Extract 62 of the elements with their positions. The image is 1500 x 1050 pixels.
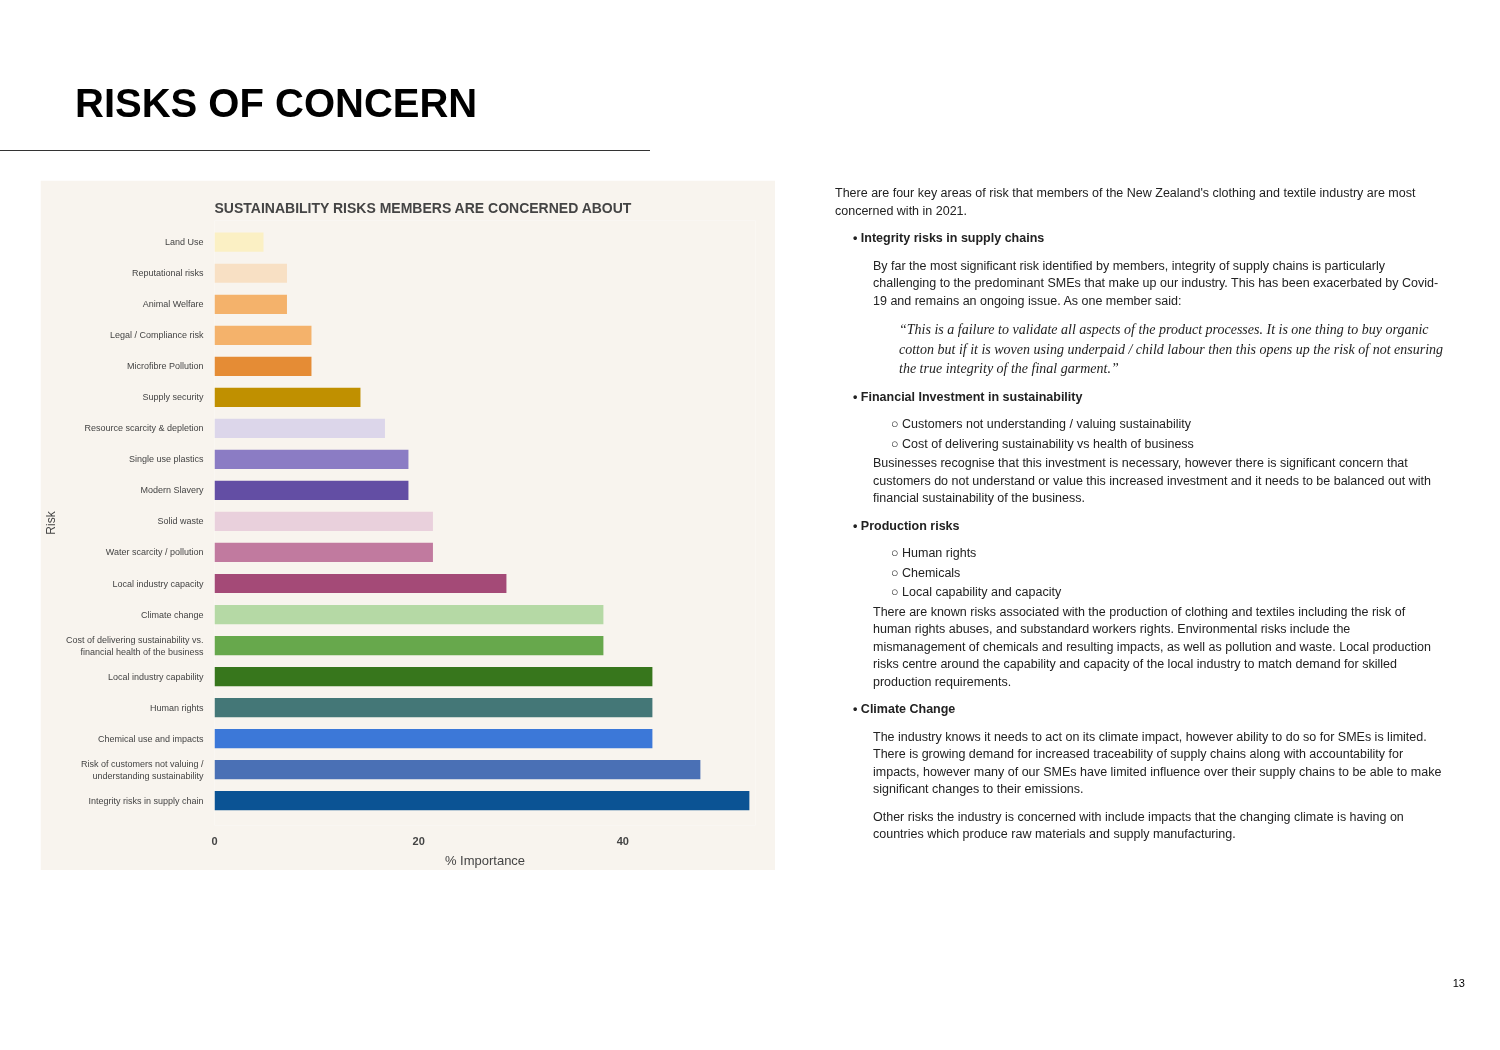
y-tick-label: Legal / Compliance risk [109,330,204,341]
y-tick-label: Animal Welfare [142,299,204,310]
bar [214,760,701,780]
text: • Financial Investment in sustainability [853,388,1084,406]
x-tick-label: 20 [412,834,425,847]
text: There are four key areas of risk that members of the New Zealand's clothing and textile industry are most concerned with in 2021. [835,185,1417,220]
text: ○ Cost of delivering sustainability vs health of business [891,435,1195,453]
x-tick-label: 40 [616,834,629,847]
y-tick-label: Local industry capacity [112,578,204,589]
bar [214,666,653,687]
bar [214,449,409,470]
chart-subtitle: SUSTAINABILITY RISKS MEMBERS ARE CONCERNED ABOUT [214,199,632,216]
text: ○ Chemicals [891,564,962,582]
x-axis-title: % Importance [444,852,526,868]
text: “This is a failure to validate all aspects of the product processes. It is one thing to buy organic cotton but if it is woven using underpaid / child labour then this opens up the risk of not ensuring the true integrity of the final garment.” [899,321,1445,379]
y-axis-title: Risk [43,510,58,535]
text: The industry knows it needs to act on its climate impact, however ability to do so for SMEs is limited. There is growing demand for increased traceability of supply chains along with accountability for impacts, however many of our SMEs have limited influence over their supply chains to be able to make significant changes to their emissions. [873,728,1443,799]
y-tick-label: Risk of customers not valuing / understanding sustainability [80,758,204,781]
y-tick-label: Supply security [142,392,204,403]
bar [214,294,287,314]
bar [214,356,312,376]
text: There are known risks associated with the production of clothing and textiles including the risk of human rights abuses, and substandard workers rights. Environmental risks include the mismanagement of chemicals and resulting impacts, as well as pollution and waste. Local production risks centre around the capability and capacity of the local industry to match demand for skilled production requirements. [873,603,1432,691]
y-tick-label: Solid waste [157,516,204,527]
y-tick-label: Cost of delivering sustainability vs. financial health of the business [65,634,204,657]
bar [214,511,433,532]
y-tick-label: Modern Slavery [140,485,204,496]
bar [214,232,264,252]
bar [214,697,653,718]
bar [214,604,604,625]
text: Other risks the industry is concerned with include impacts that the changing climate is having on countries which produce raw materials and supply manufacturing. [873,808,1405,844]
bar [214,791,750,811]
text: 13 [1451,976,1465,991]
y-tick-label: Climate change [140,609,204,620]
bar [214,418,385,438]
y-tick-label: Human rights [149,702,204,713]
bar [214,573,507,594]
text: • Production risks [853,517,961,535]
bar [214,263,287,283]
y-tick-label: Microfibre Pollution [126,361,204,372]
y-tick-label: Water scarcity / pollution [105,547,204,558]
y-tick-label: Land Use [164,237,204,248]
y-tick-label: Single use plastics [128,454,204,465]
y-tick-label: Local industry capability [107,671,204,682]
y-tick-label: Reputational risks [131,268,204,279]
bar [214,542,433,563]
text: ○ Local capability and capacity [891,584,1063,602]
text: Businesses recognise that this investment is necessary, however there is significant concern that customers do not understand or value this increased investment and it needs to be balanced out with financial sustainability of the business. [873,455,1432,508]
y-tick-label: Resource scarcity & depletion [84,423,204,434]
bar [214,325,312,345]
bar [214,387,361,407]
y-tick-label: Integrity risks in supply chain [88,795,204,806]
y-tick-label: Chemical use and impacts [97,733,204,744]
text: ○ Customers not understanding / valuing sustainability [891,416,1193,434]
text: • Integrity risks in supply chains [853,230,1046,247]
text: ○ Human rights [891,545,978,563]
bar [214,480,409,501]
bar [214,729,653,749]
text: By far the most significant risk identified by members, integrity of supply chains is particularly challenging to the predominant SMEs that make up our industry. This has been exacerbated by Covid-19 and remains an ongoing issue. As one member said: [873,257,1440,310]
text: • Climate Change [853,701,957,719]
x-tick-label: 0 [211,834,218,847]
bar [214,635,604,656]
chart-title: RISKS OF CONCERN [0,5,650,152]
